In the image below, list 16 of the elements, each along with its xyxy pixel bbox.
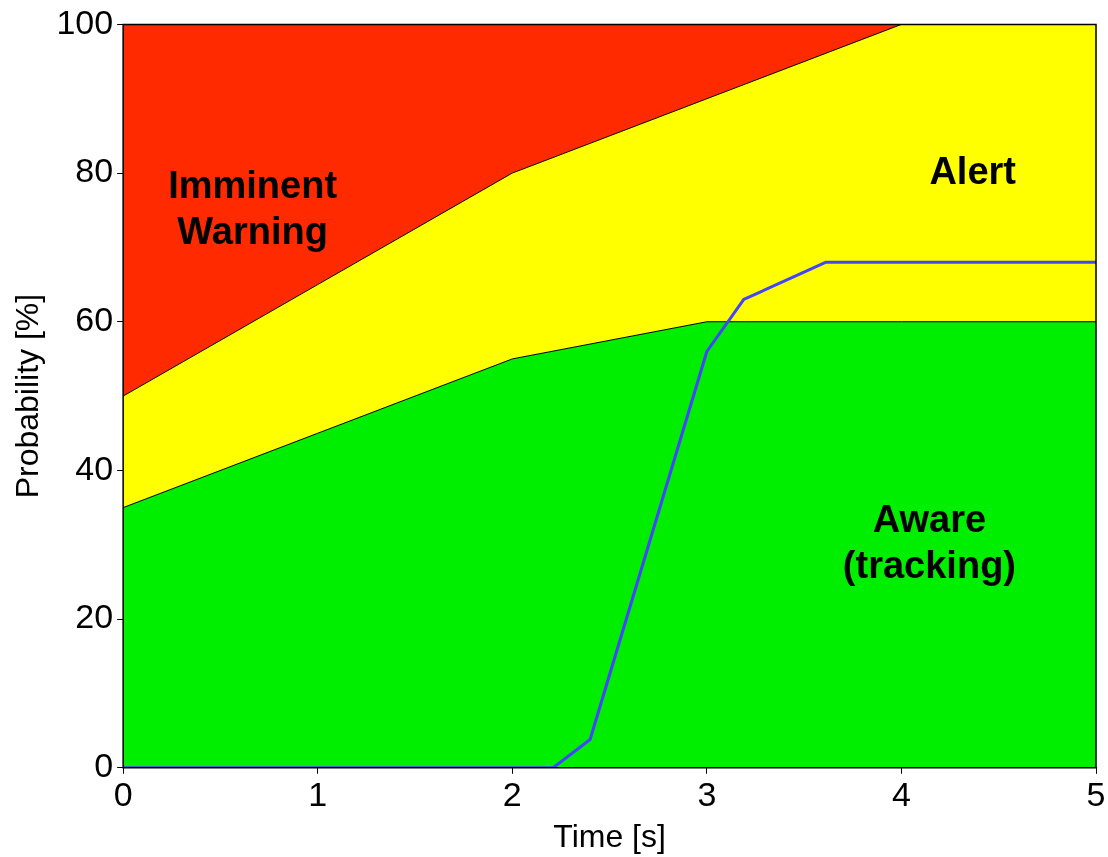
y-tick-label: 60	[75, 300, 114, 339]
series-label: Imminent Warning	[168, 163, 338, 252]
y-tick-label: 20	[75, 597, 114, 636]
y-axis-title: Probability [%]	[9, 293, 46, 499]
x-tick-label: 2	[502, 774, 522, 813]
y-tick-label: 0	[94, 746, 114, 785]
x-tick-label: 4	[891, 774, 911, 813]
y-tick-label: 40	[75, 448, 114, 487]
x-tick-label: 3	[697, 774, 717, 813]
y-tick-label: 80	[75, 151, 114, 190]
series-label: Aware (tracking)	[842, 498, 1016, 587]
x-tick-label: 1	[308, 774, 328, 813]
y-tick-label: 100	[56, 2, 114, 41]
series-label: Alert	[929, 149, 1017, 192]
x-tick-label: 5	[1086, 774, 1106, 813]
x-axis-title: Time [s]	[553, 817, 666, 854]
